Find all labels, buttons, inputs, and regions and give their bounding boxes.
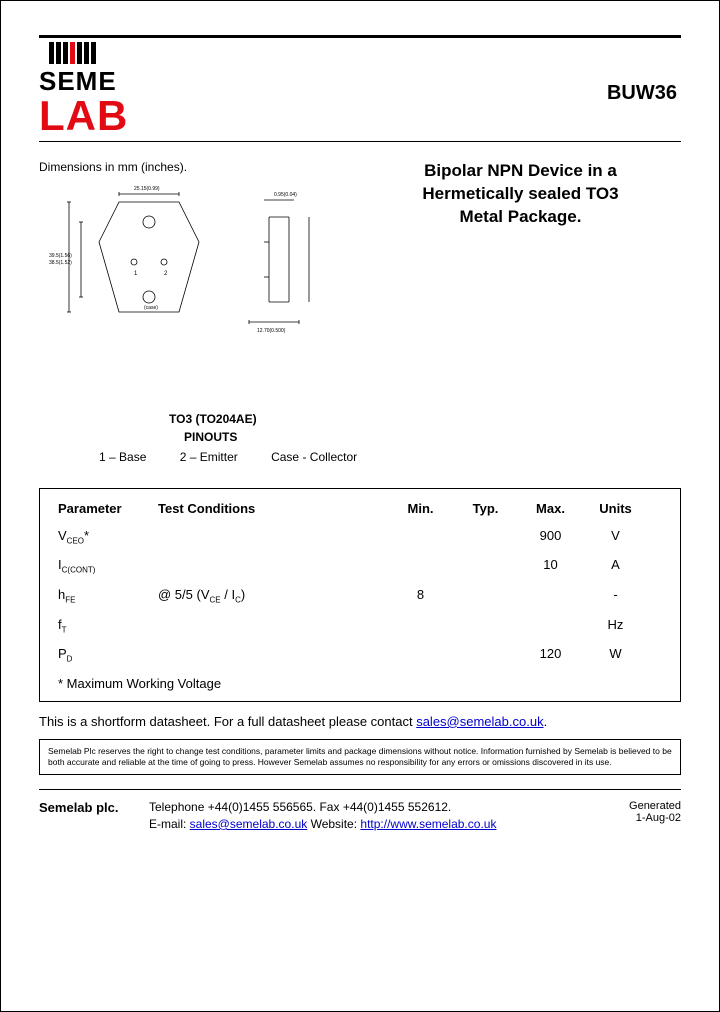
- cell-param: fT: [58, 617, 158, 635]
- header-rule: [39, 141, 681, 142]
- svg-text:(case): (case): [144, 305, 158, 311]
- table-row: PD 120W: [58, 646, 662, 664]
- th-max: Max.: [518, 501, 583, 516]
- pinout-subtitle: PINOUTS: [184, 430, 681, 444]
- shortform-note: This is a shortform datasheet. For a ful…: [39, 714, 681, 729]
- cell-param: hFE: [58, 587, 158, 605]
- cell-typ: [453, 617, 518, 635]
- table-note: * Maximum Working Voltage: [58, 676, 662, 691]
- cell-units: V: [583, 528, 648, 546]
- pin-1: 1 – Base: [99, 450, 146, 464]
- pinout-title: TO3 (TO204AE): [169, 412, 681, 426]
- cell-param: VCEO*: [58, 528, 158, 546]
- th-units: Units: [583, 501, 648, 516]
- table-row: fT Hz: [58, 617, 662, 635]
- th-min: Min.: [388, 501, 453, 516]
- mid-section: Dimensions in mm (inches). 1 2 (case): [39, 160, 681, 352]
- diagram-column: Dimensions in mm (inches). 1 2 (case): [39, 160, 360, 352]
- pin-2: 2 – Emitter: [180, 450, 238, 464]
- cell-max: 120: [518, 646, 583, 664]
- title-line-2: Hermetically sealed TO3: [360, 183, 681, 206]
- svg-text:39.5(1.56): 39.5(1.56): [49, 253, 72, 259]
- table-row: IC(CONT) 10A: [58, 557, 662, 575]
- footer-contact: Telephone +44(0)1455 556565. Fax +44(0)1…: [149, 800, 591, 834]
- generated-date: 1-Aug-02: [591, 812, 681, 824]
- cell-test: [158, 646, 388, 664]
- cell-typ: [453, 587, 518, 605]
- cell-max: [518, 587, 583, 605]
- parameter-table: Parameter Test Conditions Min. Typ. Max.…: [39, 488, 681, 702]
- part-number: BUW36: [607, 82, 677, 105]
- generated-label: Generated: [591, 800, 681, 812]
- cell-param: PD: [58, 646, 158, 664]
- logo-text-bottom: LAB: [39, 97, 189, 135]
- footer-phone: Telephone +44(0)1455 556565. Fax +44(0)1…: [149, 800, 591, 814]
- shortform-email-link[interactable]: sales@semelab.co.uk: [416, 714, 543, 729]
- svg-text:12.70(0.500): 12.70(0.500): [257, 328, 286, 334]
- th-test: Test Conditions: [158, 501, 388, 516]
- cell-units: -: [583, 587, 648, 605]
- table-header: Parameter Test Conditions Min. Typ. Max.…: [58, 501, 662, 516]
- pinout-row: 1 – Base 2 – Emitter Case - Collector: [99, 450, 681, 464]
- cell-min: [388, 646, 453, 664]
- cell-min: [388, 528, 453, 546]
- dimensions-label: Dimensions in mm (inches).: [39, 160, 352, 174]
- cell-units: Hz: [583, 617, 648, 635]
- logo: SEME LAB: [39, 42, 189, 135]
- disclaimer: Semelab Plc reserves the right to change…: [39, 739, 681, 775]
- header: SEME LAB BUW36: [39, 42, 681, 135]
- shortform-text: This is a shortform datasheet. For a ful…: [39, 714, 416, 729]
- cell-max: 10: [518, 557, 583, 575]
- cell-test: @ 5/5 (VCE / IC): [158, 587, 388, 605]
- footer-email-label: E-mail:: [149, 817, 190, 831]
- top-rule: [39, 35, 681, 38]
- table-row: hFE@ 5/5 (VCE / IC)8 -: [58, 587, 662, 605]
- footer-generated: Generated 1-Aug-02: [591, 800, 681, 834]
- footer-website-link[interactable]: http://www.semelab.co.uk: [360, 817, 496, 831]
- cell-typ: [453, 528, 518, 546]
- cell-test: [158, 617, 388, 635]
- cell-test: [158, 557, 388, 575]
- cell-units: W: [583, 646, 648, 664]
- cell-min: 8: [388, 587, 453, 605]
- footer-company: Semelab plc.: [39, 800, 149, 834]
- title-line-1: Bipolar NPN Device in a: [360, 160, 681, 183]
- cell-units: A: [583, 557, 648, 575]
- title-line-3: Metal Package.: [360, 206, 681, 229]
- footer: Semelab plc. Telephone +44(0)1455 556565…: [39, 789, 681, 834]
- logo-bars-icon: [49, 42, 189, 64]
- product-title: Bipolar NPN Device in a Hermetically sea…: [360, 160, 681, 352]
- cell-max: 900: [518, 528, 583, 546]
- svg-text:38.5(1.52): 38.5(1.52): [49, 260, 72, 266]
- cell-typ: [453, 557, 518, 575]
- th-parameter: Parameter: [58, 501, 158, 516]
- datasheet-page: SEME LAB BUW36 Dimensions in mm (inches)…: [0, 0, 720, 1012]
- footer-website-label: Website:: [307, 817, 360, 831]
- pin-case: Case - Collector: [271, 450, 357, 464]
- cell-min: [388, 617, 453, 635]
- svg-text:25.15(0.99): 25.15(0.99): [134, 186, 160, 192]
- cell-test: [158, 528, 388, 546]
- pinout-block: TO3 (TO204AE) PINOUTS 1 – Base 2 – Emitt…: [139, 412, 681, 464]
- footer-email-link[interactable]: sales@semelab.co.uk: [190, 817, 308, 831]
- shortform-suffix: .: [544, 714, 548, 729]
- table-row: VCEO* 900V: [58, 528, 662, 546]
- cell-typ: [453, 646, 518, 664]
- cell-param: IC(CONT): [58, 557, 158, 575]
- cell-min: [388, 557, 453, 575]
- svg-text:0.95(0.04): 0.95(0.04): [274, 192, 297, 198]
- th-typ: Typ.: [453, 501, 518, 516]
- package-diagram: 1 2 (case): [39, 182, 339, 352]
- cell-max: [518, 617, 583, 635]
